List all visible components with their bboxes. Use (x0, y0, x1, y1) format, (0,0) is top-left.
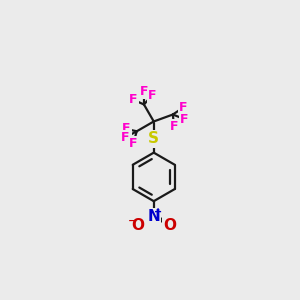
Text: +: + (154, 207, 162, 217)
Text: O: O (163, 218, 176, 233)
Text: S: S (148, 131, 159, 146)
Text: F: F (179, 101, 188, 114)
Text: F: F (180, 112, 189, 126)
Text: F: F (148, 89, 156, 102)
Text: F: F (122, 122, 130, 136)
Text: N: N (147, 209, 160, 224)
Text: F: F (129, 137, 137, 150)
Text: F: F (140, 85, 148, 98)
Text: O: O (131, 218, 145, 233)
Text: F: F (170, 120, 178, 133)
Text: −: − (128, 216, 137, 226)
Text: F: F (121, 131, 129, 144)
Text: F: F (129, 93, 138, 106)
